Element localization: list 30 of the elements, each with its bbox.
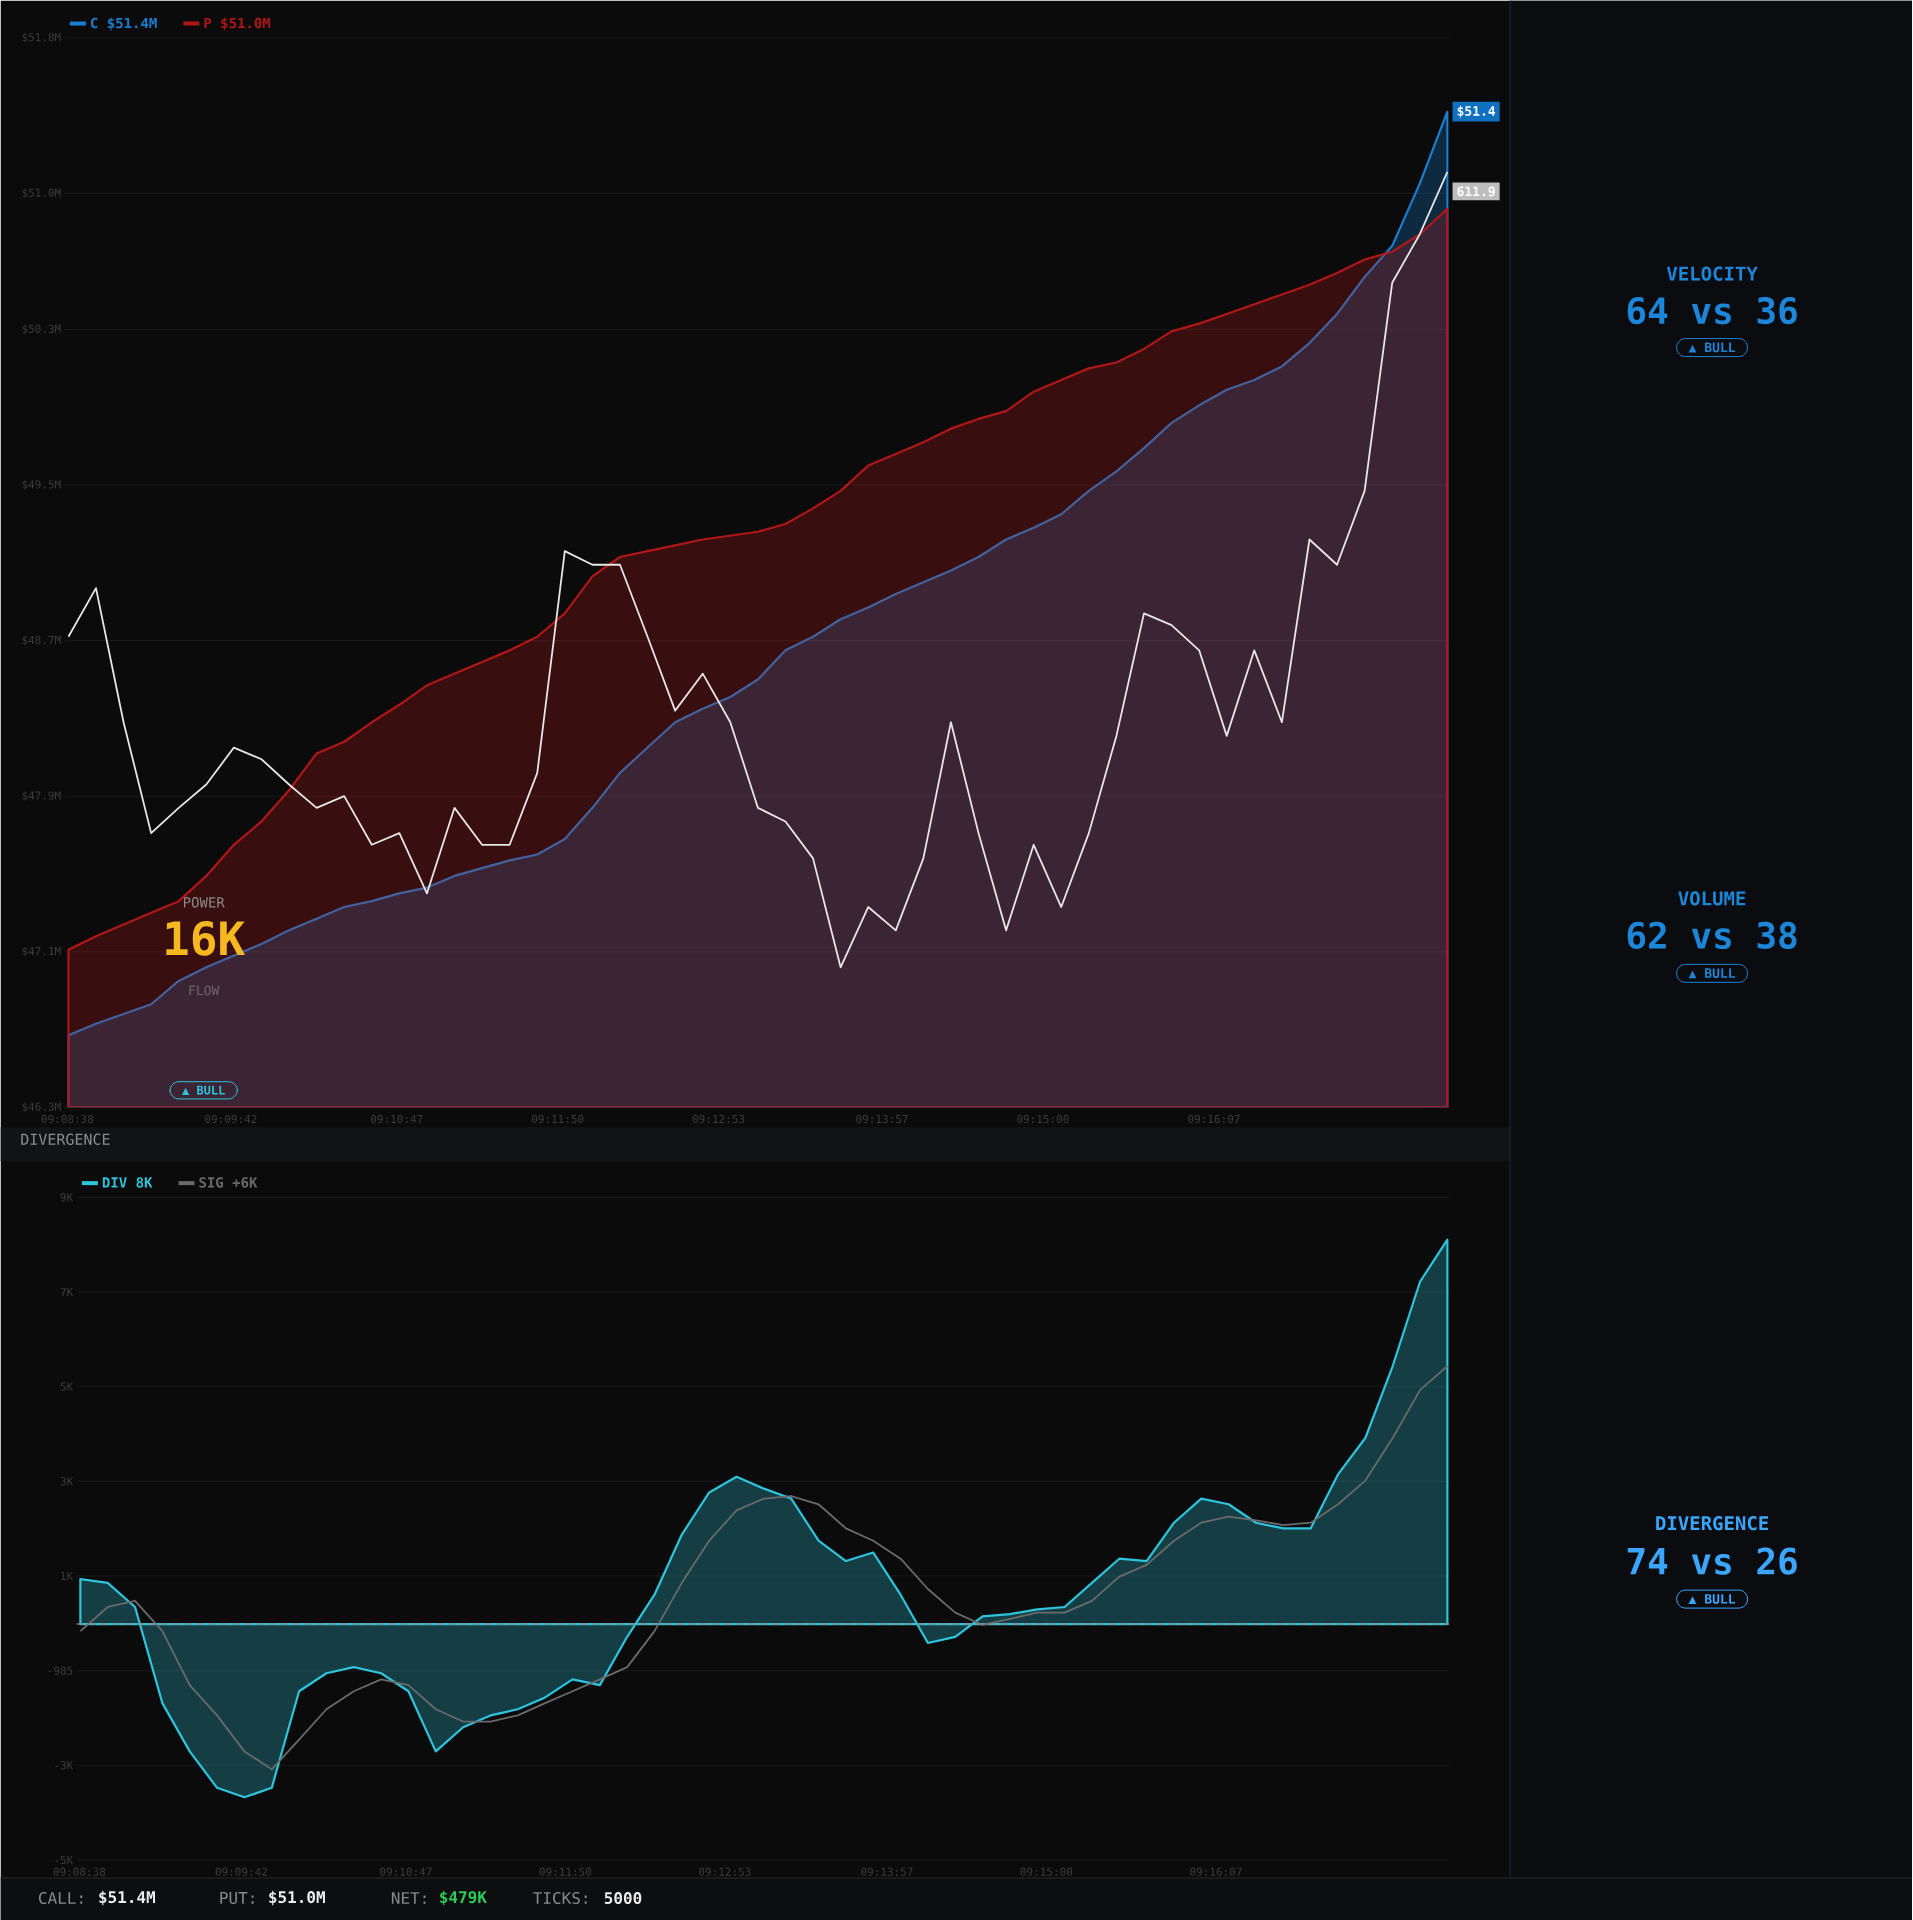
annotation: $51.4 (1457, 105, 1496, 118)
text: 62 vs 38 (1627, 921, 1797, 949)
chart-title: DIVERGENCE (21, 1133, 110, 1145)
text: CALL: (39, 1891, 83, 1905)
text: VELOCITY (1667, 266, 1758, 281)
legend-label: C $51.4M (91, 17, 157, 31)
text: VOLUME (1678, 891, 1746, 906)
text: 64 vs 36 (1627, 296, 1797, 325)
text: $51.0M (269, 1890, 326, 1906)
text: ▲ BULL (1688, 968, 1736, 979)
legend-label: DIV 8K (102, 1177, 153, 1188)
text: TICKS: (533, 1891, 587, 1905)
text: PUT: (220, 1892, 254, 1904)
text: DIVERGENCE (1656, 1515, 1769, 1531)
text: $51.4M (99, 1890, 156, 1906)
text: 5000 (604, 1891, 642, 1905)
annotation: 611.9 (1457, 186, 1495, 197)
annotation: 16K (166, 920, 246, 956)
legend-label: SIG +6K (199, 1177, 258, 1188)
text: ▲ BULL (1688, 1594, 1736, 1605)
annotation: POWER (184, 897, 225, 908)
text: NET: (392, 1892, 426, 1904)
text: $479K (440, 1890, 487, 1906)
annotation: FLOW (189, 985, 220, 996)
text: 74 vs 26 (1627, 1547, 1797, 1575)
line-series (79, 1365, 1449, 1771)
text: ▲ BULL (1688, 342, 1736, 353)
line-series (67, 171, 1449, 969)
legend-label: P $51.0M (204, 17, 271, 31)
annotation: ▲ BULL (182, 1085, 225, 1095)
